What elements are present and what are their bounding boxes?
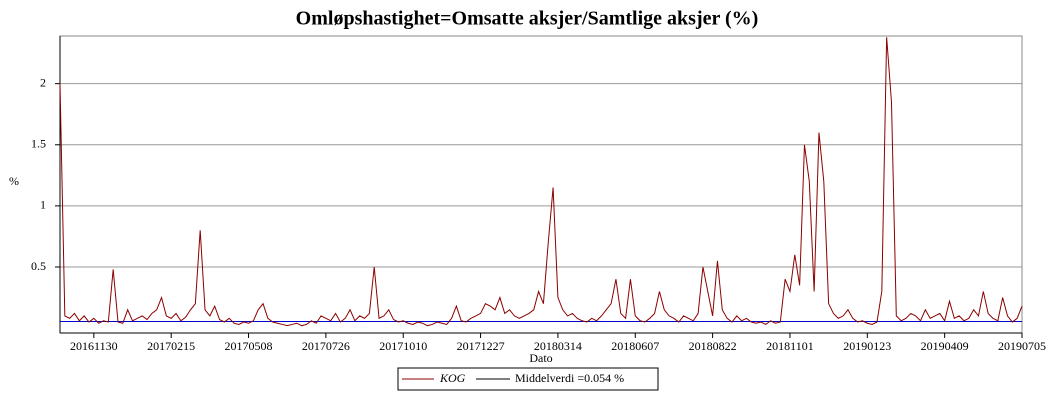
chart-title: Omløpshastighet=Omsatte aksjer/Samtlige … (296, 8, 759, 30)
x-tick-label: 20190409 (921, 339, 969, 353)
x-tick-label: 20190705 (998, 339, 1046, 353)
x-tick-label: 20190123 (843, 339, 891, 353)
x-tick-label: 20170726 (302, 339, 350, 353)
plot-frame (59, 35, 1023, 334)
x-tick-label: 20170508 (225, 339, 273, 353)
y-axis-label: % (9, 174, 19, 188)
x-tick-label: 20180314 (534, 339, 582, 353)
y-tick-label: 0.5 (31, 259, 46, 273)
x-tick-label: 20171010 (379, 339, 427, 353)
x-tick-label: 20181101 (766, 339, 814, 353)
y-tick-label: 1 (40, 198, 46, 212)
x-axis-label: Dato (529, 351, 552, 365)
data-line (59, 37, 1023, 327)
x-tick-label: 20180822 (689, 339, 737, 353)
legend-label: Middelverdi =0.054 % (515, 371, 624, 385)
legend-label: KOG (439, 371, 466, 385)
x-tick-label: 20180607 (611, 339, 659, 353)
x-tick-label: 20161130 (70, 339, 118, 353)
x-tick-label: 20170215 (147, 339, 195, 353)
y-tick-label: 1.5 (31, 137, 46, 151)
y-tick-label: 2 (40, 75, 46, 89)
x-tick-label: 20171227 (457, 339, 505, 353)
legend-box (397, 367, 659, 391)
